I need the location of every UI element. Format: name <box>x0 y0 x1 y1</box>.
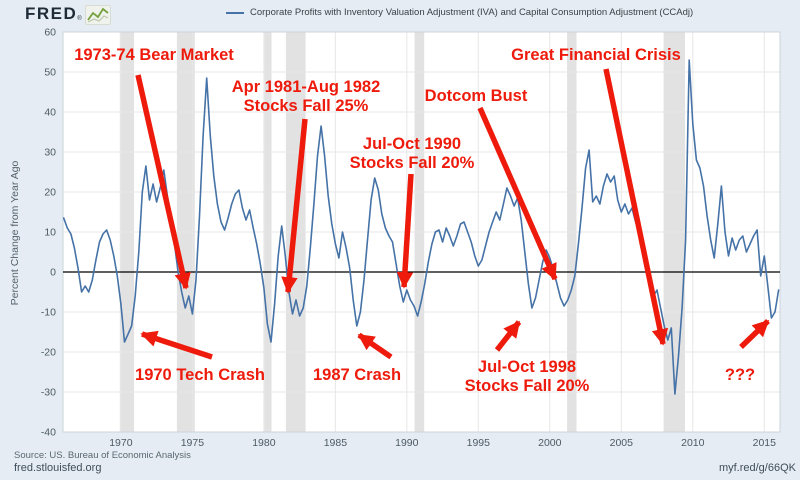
legend-line-marker <box>226 11 244 14</box>
fred-logo[interactable]: FRED ® <box>25 4 111 25</box>
y-tick-label: 60 <box>44 27 56 39</box>
x-tick-label: 1970 <box>109 437 133 449</box>
annotation-text-stocks-fall-1998: Jul-Oct 1998 <box>478 358 576 376</box>
y-tick-label: 20 <box>44 187 56 199</box>
legend-label: Corporate Profits with Inventory Valuati… <box>250 7 694 18</box>
annotation-arrow-stocks-fall-1998 <box>494 320 522 352</box>
y-tick-label: 40 <box>44 107 56 119</box>
y-tick-label: -20 <box>41 347 56 359</box>
short-url-link[interactable]: myf.red/g/66QK <box>718 462 796 474</box>
y-tick-label: 50 <box>44 67 56 79</box>
site-link[interactable]: fred.stlouisfed.org <box>14 462 102 474</box>
annotation-arrow-dotcom-bust <box>477 106 558 281</box>
x-tick-label: 2015 <box>753 437 777 449</box>
x-tick-label: 2010 <box>681 437 705 449</box>
y-tick-label: -30 <box>41 387 56 399</box>
y-tick-label: 30 <box>44 147 56 159</box>
annotation-arrow-stocks-fall-1981 <box>281 118 308 294</box>
annotation-text-stocks-fall-1981: Apr 1981-Aug 1982 <box>232 78 381 96</box>
y-tick-label: 0 <box>50 267 56 279</box>
series-line <box>62 59 780 395</box>
annotation-text-great-financial-crisis: Great Financial Crisis <box>511 46 681 64</box>
y-tick-label: 10 <box>44 227 56 239</box>
x-tick-label: 1985 <box>324 437 348 449</box>
x-tick-label: 2000 <box>538 437 562 449</box>
annotation-text-bear-market-1973: 1973-74 Bear Market <box>74 46 234 64</box>
annotation-text-stocks-fall-1990: Jul-Oct 1990 <box>363 135 461 153</box>
y-tick-label: -10 <box>41 307 56 319</box>
header: FRED ® Corporate Profits with Inventory … <box>0 0 800 32</box>
x-tick-label: 2005 <box>610 437 634 449</box>
annotation-text-question-marks: ??? <box>725 366 755 384</box>
annotation-text-stocks-fall-1990: Stocks Fall 20% <box>350 154 475 172</box>
y-axis-title: Percent Change from Year Ago <box>9 160 21 306</box>
x-tick-label: 1990 <box>395 437 419 449</box>
annotation-text-tech-crash-1970: 1970 Tech Crash <box>135 366 265 384</box>
annotation-arrow-great-financial-crisis <box>603 68 669 346</box>
annotation-text-stocks-fall-1981: Stocks Fall 25% <box>244 97 369 115</box>
annotation-text-stocks-fall-1998: Stocks Fall 20% <box>465 377 590 395</box>
annotation-text-crash-1987: 1987 Crash <box>313 366 401 384</box>
legend: Corporate Profits with Inventory Valuati… <box>226 7 693 18</box>
annotation-arrow-stocks-fall-1990 <box>396 173 414 289</box>
fred-logo-text: FRED <box>25 4 78 23</box>
annotation-arrow-question-marks <box>739 319 770 349</box>
source-note: Source: US. Bureau of Economic Analysis <box>14 450 191 461</box>
annotation-arrow-bear-market-1973 <box>135 74 191 290</box>
x-tick-label: 1980 <box>252 437 276 449</box>
registered-mark: ® <box>77 16 82 22</box>
annotation-text-dotcom-bust: Dotcom Bust <box>425 87 528 105</box>
y-tick-label: -40 <box>41 427 56 439</box>
plot-border <box>62 31 781 433</box>
x-tick-label: 1975 <box>181 437 205 449</box>
annotation-arrow-crash-1987 <box>357 332 393 360</box>
fred-sparkline-icon <box>84 5 111 25</box>
x-tick-label: 1995 <box>467 437 491 449</box>
annotation-arrow-tech-crash-1970 <box>140 330 213 360</box>
